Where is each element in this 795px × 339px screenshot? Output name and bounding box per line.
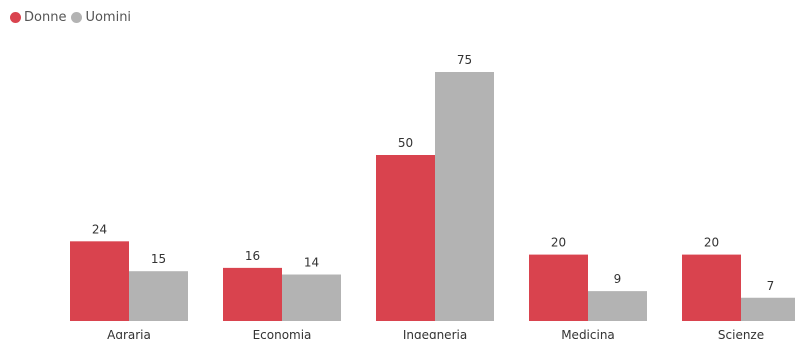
bar-scienze-uomini[interactable]: [741, 297, 795, 321]
data-label-agraria-donne: 24: [92, 222, 107, 236]
x-tick-label-medicina: Medicina: [561, 328, 615, 339]
data-label-scienze-donne: 20: [704, 236, 719, 250]
legend-item-uomini[interactable]: Uomini: [71, 10, 131, 25]
x-tick-label-scienze: Scienze: [718, 328, 764, 339]
chart-legend: Donne Uomini: [10, 10, 136, 25]
data-label-medicina-uomini: 9: [614, 272, 622, 286]
data-label-medicina-donne: 20: [551, 236, 566, 250]
bar-medicina-donne[interactable]: [529, 254, 588, 321]
data-label-scienze-uomini: 7: [767, 279, 775, 293]
data-label-agraria-uomini: 15: [151, 252, 166, 266]
legend-label-donne: Donne: [24, 10, 67, 25]
legend-item-donne[interactable]: Donne: [10, 10, 66, 25]
bar-medicina-uomini[interactable]: [588, 291, 647, 321]
legend-marker-donne: [10, 12, 21, 23]
bar-economia-uomini[interactable]: [282, 274, 341, 321]
bar-scienze-donne[interactable]: [682, 254, 741, 321]
bar-agraria-uomini[interactable]: [129, 271, 188, 321]
data-label-economia-donne: 16: [245, 249, 260, 263]
x-tick-label-agraria: Agraria: [107, 328, 151, 339]
bar-economia-donne[interactable]: [223, 267, 282, 321]
bar-agraria-donne[interactable]: [70, 241, 129, 321]
data-label-ingegneria-uomini: 75: [457, 53, 472, 67]
data-label-economia-uomini: 14: [304, 256, 319, 270]
x-tick-label-economia: Economia: [253, 328, 312, 339]
data-label-ingegneria-donne: 50: [398, 136, 413, 150]
legend-marker-uomini: [71, 12, 83, 23]
legend-label-uomini: Uomini: [85, 10, 132, 25]
x-tick-label-ingegneria: Ingegneria: [403, 328, 467, 339]
bar-ingegneria-donne[interactable]: [376, 155, 435, 321]
bar-ingegneria-uomini[interactable]: [435, 72, 494, 321]
